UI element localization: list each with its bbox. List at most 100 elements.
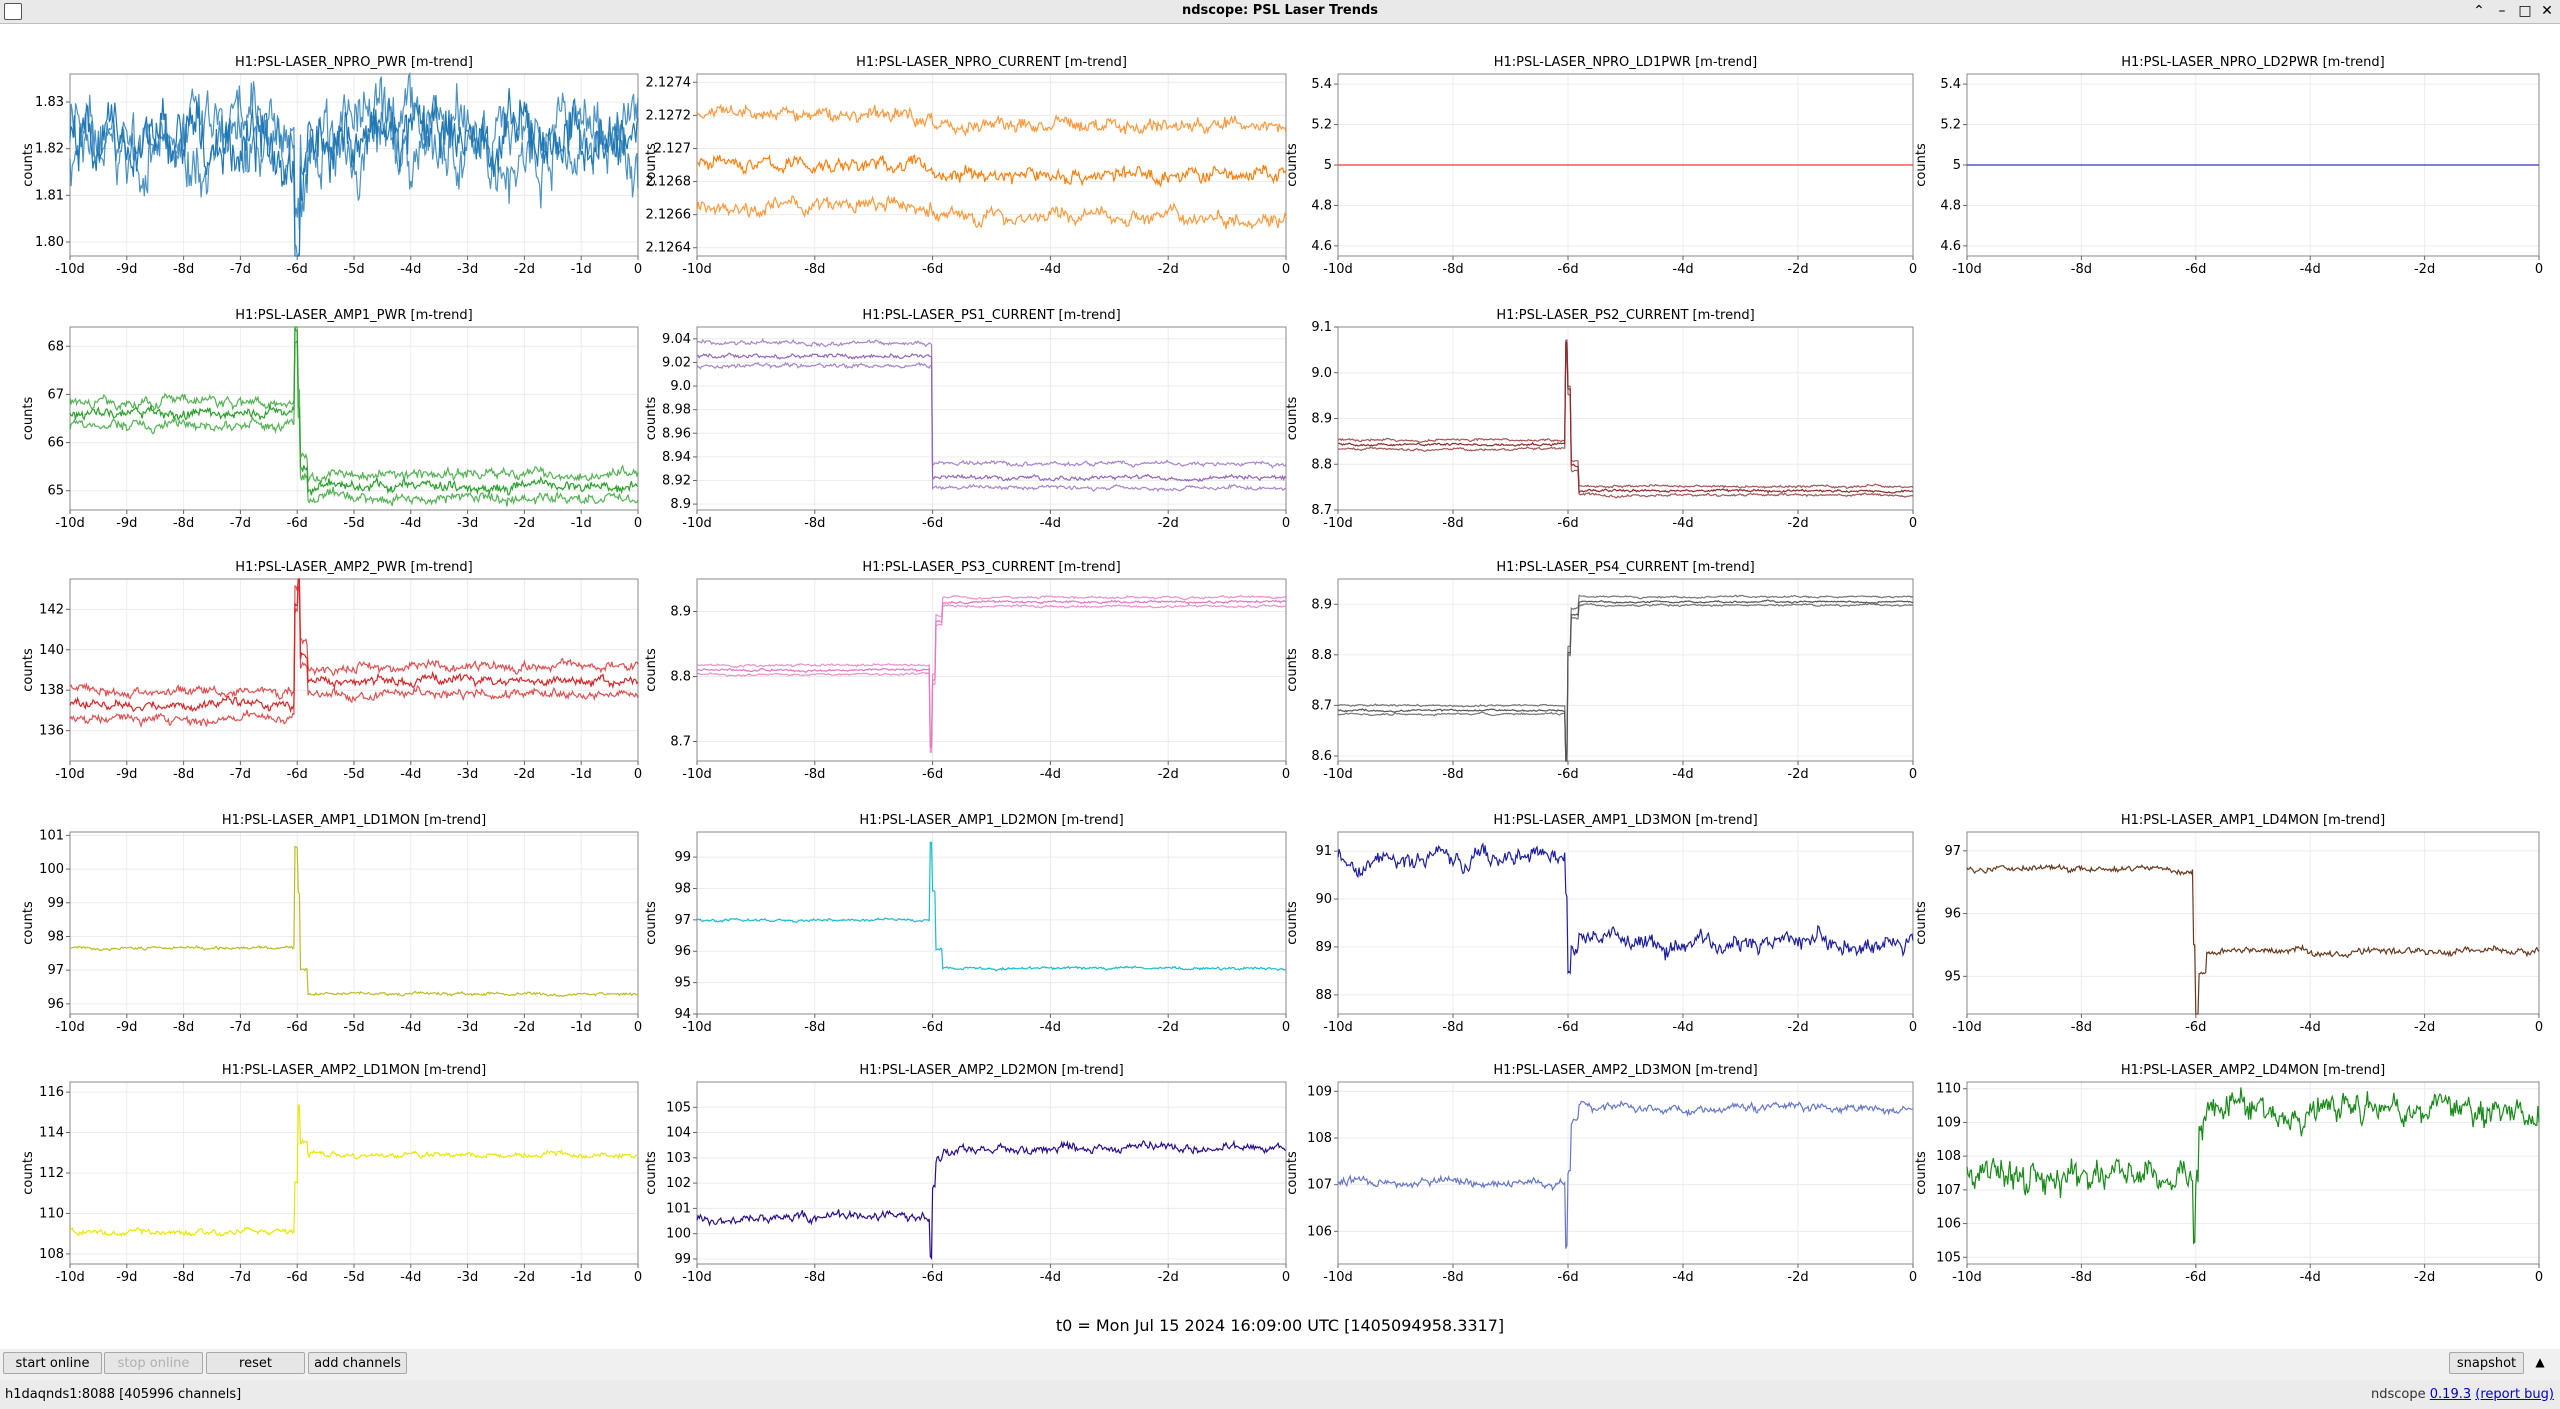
- server-status: h1daqnds1:8088 [405996 channels]: [5, 1387, 242, 1402]
- add-channels-button[interactable]: add channels: [308, 1352, 407, 1374]
- x-tick-label: 0: [1282, 516, 1290, 531]
- close-icon[interactable]: ✕: [2541, 3, 2553, 19]
- x-tick-label: -2d: [1787, 1270, 1808, 1285]
- x-tick-label: -10d: [55, 767, 85, 782]
- x-tick-label: -4d: [400, 767, 421, 782]
- plot-frame: [696, 1081, 1287, 1265]
- y-tick-label: 107: [1936, 1183, 1961, 1198]
- minimize-icon[interactable]: –: [2498, 3, 2506, 19]
- chart-8: H1:PSL-LASER_AMP2_PWR [m-trend] -10d -9d -8…: [21, 560, 642, 782]
- y-tick-label: 1.83: [35, 95, 64, 110]
- y-axis-label: counts: [644, 648, 659, 692]
- x-tick-label: -4d: [400, 1270, 421, 1285]
- x-tick-label: -2d: [1787, 1020, 1808, 1035]
- chart-14: H1:PSL-LASER_AMP1_LD4MON [m-trend] -10d -8…: [1914, 813, 2543, 1035]
- x-tick-label: -6d: [1557, 767, 1578, 782]
- x-tick-label: -9d: [116, 262, 137, 277]
- keep-above-icon[interactable]: ⌃: [2473, 3, 2485, 19]
- x-tick-label: -7d: [230, 262, 251, 277]
- chart-16: H1:PSL-LASER_AMP2_LD2MON [m-trend] -10d -8…: [644, 1063, 1290, 1285]
- chart-title: H1:PSL-LASER_PS2_CURRENT [m-trend]: [1496, 308, 1754, 323]
- y-tick-label: 89: [1315, 940, 1332, 955]
- chart-title: H1:PSL-LASER_PS1_CURRENT [m-trend]: [862, 308, 1120, 323]
- stop-online-button[interactable]: stop online: [104, 1352, 203, 1374]
- x-tick-label: 0: [1282, 262, 1290, 277]
- y-tick-label: 8.98: [662, 403, 691, 418]
- plot-grid[interactable]: H1:PSL-LASER_NPRO_PWR [m-trend] -10d -9d -8…: [0, 24, 2560, 1314]
- chart-title: H1:PSL-LASER_NPRO_LD2PWR [m-trend]: [2121, 55, 2385, 70]
- series-line: [1337, 599, 1914, 762]
- y-axis-label: counts: [644, 143, 659, 187]
- y-tick-label: 90: [1315, 892, 1332, 907]
- chart-title: H1:PSL-LASER_NPRO_LD1PWR [m-trend]: [1494, 55, 1758, 70]
- series-line: [1337, 594, 1914, 758]
- x-tick-label: 0: [1909, 767, 1917, 782]
- expand-panel-icon[interactable]: ▲: [2535, 1355, 2545, 1369]
- y-tick-label: 67: [47, 387, 64, 402]
- y-tick-label: 101: [666, 1201, 691, 1216]
- x-tick-label: -8d: [173, 767, 194, 782]
- chart-title: H1:PSL-LASER_PS4_CURRENT [m-trend]: [1496, 560, 1754, 575]
- chart-title: H1:PSL-LASER_AMP1_LD4MON [m-trend]: [2121, 813, 2385, 828]
- series-line: [1337, 339, 1914, 489]
- y-tick-label: 66: [47, 436, 64, 451]
- x-tick-label: 0: [2535, 1270, 2543, 1285]
- y-tick-label: 4.6: [1311, 239, 1332, 254]
- plot-area[interactable]: H1:PSL-LASER_NPRO_PWR [m-trend] -10d -9d -8…: [0, 24, 2560, 1349]
- x-tick-label: -10d: [1952, 262, 1982, 277]
- x-tick-label: -5d: [343, 262, 364, 277]
- x-tick-label: -4d: [1672, 767, 1693, 782]
- x-tick-label: -6d: [287, 516, 308, 531]
- title-bar: ndscope: PSL Laser Trends ⌃ – □ ✕: [0, 0, 2560, 24]
- y-tick-label: 8.7: [1311, 698, 1332, 713]
- x-tick-label: -5d: [343, 1020, 364, 1035]
- chart-4: H1:PSL-LASER_NPRO_LD2PWR [m-trend] -10d -8…: [1914, 55, 2543, 277]
- x-tick-label: -4d: [1040, 262, 1061, 277]
- x-tick-label: 0: [634, 516, 642, 531]
- y-tick-label: 109: [1936, 1115, 1961, 1130]
- start-online-button[interactable]: start online: [3, 1352, 102, 1374]
- reset-button[interactable]: reset: [206, 1352, 305, 1374]
- y-axis-label: counts: [21, 901, 36, 945]
- version-link[interactable]: 0.19.3: [2429, 1387, 2472, 1402]
- maximize-icon[interactable]: □: [2518, 3, 2532, 19]
- y-tick-label: 112: [39, 1166, 64, 1181]
- x-tick-label: -2d: [514, 767, 535, 782]
- y-tick-label: 101: [39, 828, 64, 843]
- y-tick-label: 8.9: [1311, 412, 1332, 427]
- x-tick-label: 0: [1282, 1020, 1290, 1035]
- x-tick-label: -6d: [287, 262, 308, 277]
- x-tick-label: 0: [1909, 1020, 1917, 1035]
- x-tick-label: -6d: [2185, 1020, 2206, 1035]
- y-axis-label: counts: [1285, 1151, 1300, 1195]
- x-tick-label: -3d: [457, 516, 478, 531]
- y-tick-label: 2.1274: [646, 75, 692, 90]
- x-tick-label: -4d: [400, 262, 421, 277]
- y-axis-label: counts: [644, 901, 659, 945]
- x-tick-label: -6d: [922, 1020, 943, 1035]
- x-tick-label: -4d: [1040, 1020, 1061, 1035]
- x-tick-label: -2d: [2414, 1020, 2435, 1035]
- x-tick-label: -8d: [804, 262, 825, 277]
- series-line: [696, 103, 1287, 138]
- y-tick-label: 106: [1936, 1217, 1961, 1232]
- report-bug-link[interactable]: (report bug): [2475, 1387, 2554, 1402]
- chart-10: H1:PSL-LASER_PS4_CURRENT [m-trend] -10d -8…: [1285, 560, 1917, 782]
- x-tick-label: -8d: [1442, 767, 1463, 782]
- plot-frame: [1966, 831, 2540, 1015]
- series-line: [69, 71, 639, 231]
- y-axis-label: counts: [21, 648, 36, 692]
- y-axis-label: counts: [1285, 397, 1300, 441]
- snapshot-button[interactable]: snapshot: [2449, 1352, 2524, 1374]
- plot-frame: [1337, 578, 1914, 762]
- x-tick-label: -4d: [1040, 516, 1061, 531]
- x-tick-label: -3d: [457, 1020, 478, 1035]
- series-line: [69, 338, 639, 507]
- x-tick-label: -8d: [1442, 1020, 1463, 1035]
- series-line: [696, 194, 1287, 230]
- x-tick-label: -6d: [922, 767, 943, 782]
- x-tick-label: -10d: [1952, 1020, 1982, 1035]
- series-line: [69, 578, 639, 714]
- y-tick-label: 99: [674, 850, 691, 865]
- y-tick-label: 5.2: [1940, 118, 1961, 133]
